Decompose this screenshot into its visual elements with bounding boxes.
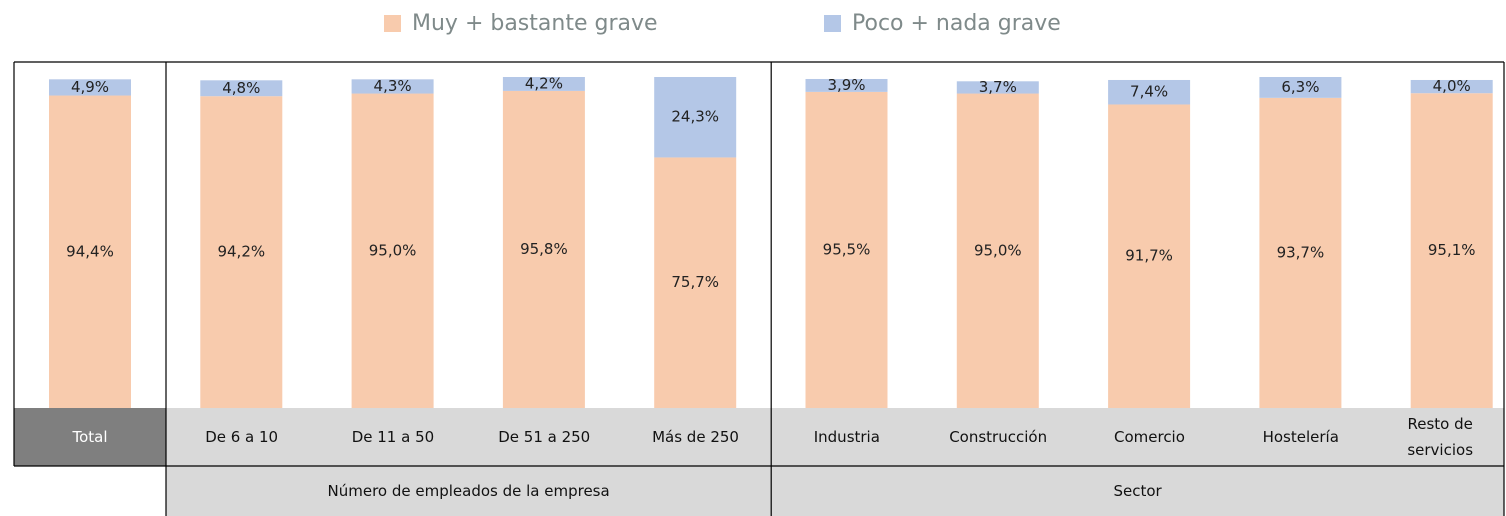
data-label: 95,5% [823,240,871,258]
data-label: 75,7% [671,273,719,291]
data-label: 4,9% [71,78,109,96]
bar-segment [1259,97,1342,408]
data-label: 4,8% [222,79,260,97]
x-tick-label: Industria [813,428,880,446]
data-label: 6,3% [1281,78,1319,96]
bar-segment [1108,104,1191,409]
data-label: 3,9% [827,76,865,94]
bar-segment [956,81,1039,94]
x-tick-label: De 51 a 250 [498,428,591,446]
bar-segment [49,95,131,408]
data-label: 91,7% [1125,247,1173,265]
x-tick-label: Más de 250 [652,428,739,446]
data-label: 95,8% [520,240,568,258]
bar-segment [351,93,434,409]
bar-segment [200,80,283,97]
bar-segment [502,90,585,408]
x-tick-label: De 11 a 50 [351,428,435,446]
bar-segment [351,79,434,94]
bar-segment [805,91,888,409]
bar-segment [1108,79,1191,105]
x-tick-label: Construcción [949,428,1048,446]
data-label: 4,0% [1433,77,1471,95]
legend-label: Poco + nada grave [852,11,1061,36]
group-row [166,466,1504,516]
legend-swatch [384,15,401,32]
x-tick-label: Total [72,428,108,446]
bar-segment [502,77,585,91]
bar-segment [1410,79,1493,94]
x-tick-label: De 6 a 10 [205,428,279,446]
bar-segment [654,157,737,408]
bar-segment [200,96,283,408]
bar-segment [956,93,1039,409]
x-tick-label: Hostelería [1262,428,1339,446]
bar-segment [1410,93,1493,409]
group-label: Sector [1113,482,1162,500]
data-label: 3,7% [979,78,1017,96]
bar-segment [49,79,131,96]
group-label: Número de empleados de la empresa [327,482,610,500]
data-label: 24,3% [671,108,719,126]
total-cell [14,408,166,466]
data-label: 4,2% [525,74,563,92]
bar-segment [654,77,737,158]
x-tick-label: Resto de servicios [1407,415,1474,459]
data-label: 94,2% [217,243,265,261]
data-label: 95,1% [1428,241,1476,259]
data-label: 93,7% [1277,243,1325,261]
category-row [166,408,1504,466]
data-label: 94,4% [66,242,114,260]
data-label: 4,3% [374,77,412,95]
legend-label: Muy + bastante grave [412,11,658,36]
legend-swatch [824,15,841,32]
x-tick-label: Comercio [1113,428,1185,446]
bar-segment [805,78,888,92]
data-label: 95,0% [369,241,417,259]
data-label: 95,0% [974,241,1022,259]
bar-segment [1259,77,1342,98]
data-label: 7,4% [1130,83,1168,101]
